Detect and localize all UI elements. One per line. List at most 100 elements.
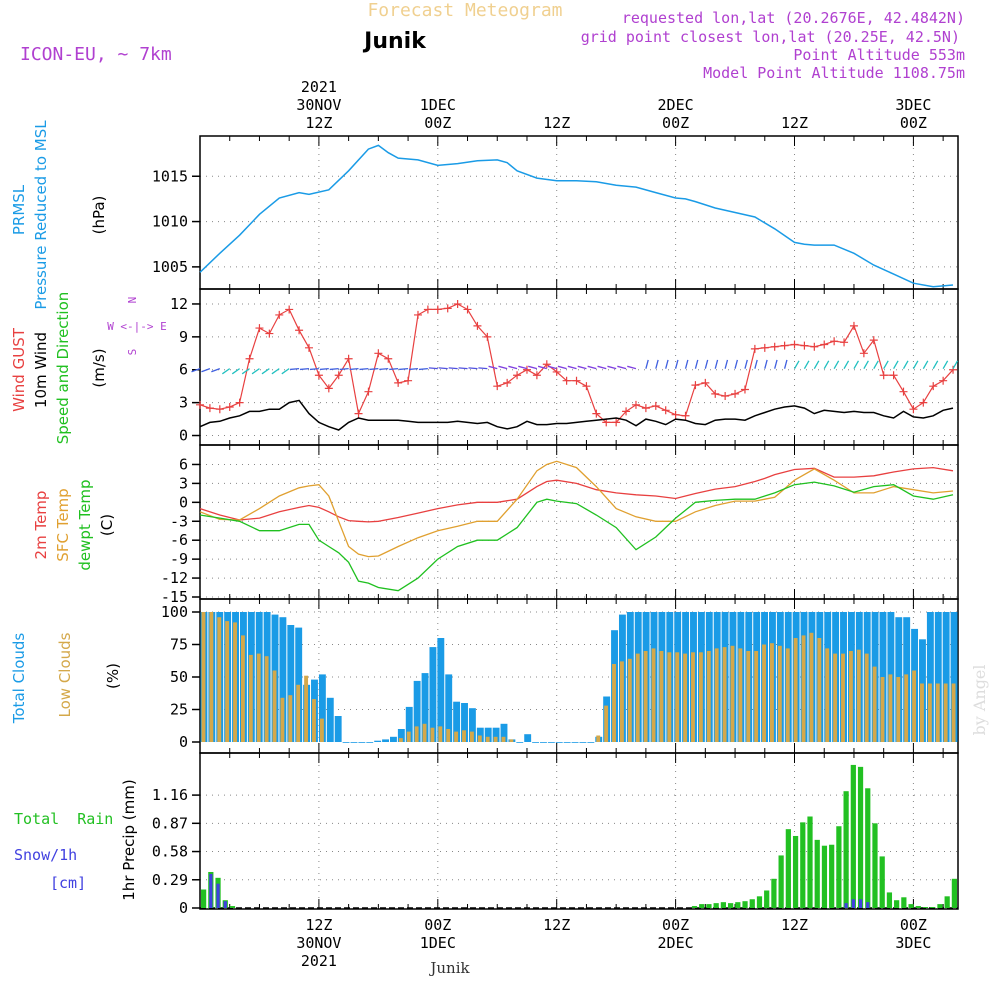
gust-marker <box>701 378 710 387</box>
panel-frame <box>199 135 959 290</box>
rain-bar <box>201 889 207 908</box>
wind-direction-arrow <box>774 359 778 369</box>
low-cloud-bar <box>714 648 719 742</box>
compass-we: W <-|-> E <box>107 320 167 333</box>
y-tick-label: 0 <box>179 427 188 445</box>
total-cloud-bar <box>555 742 563 743</box>
wind-direction-arrow <box>478 367 488 370</box>
wind-direction-arrow <box>783 359 788 369</box>
rain-bar <box>691 906 698 908</box>
gust-marker <box>394 378 403 387</box>
total-cloud-bar <box>524 734 532 742</box>
low-cloud-bar <box>896 677 901 742</box>
low-cloud-bar <box>651 648 656 742</box>
low-cloud-bar <box>288 695 293 742</box>
total-cloud-bar <box>366 742 374 743</box>
bottom-axis-label: 12Z <box>543 916 570 934</box>
y-tick-label: -3 <box>170 512 188 530</box>
rain-bar <box>865 788 871 908</box>
side-labels: PRMSL Pressure Reduced to MSL (hPa) Wind… <box>10 120 167 901</box>
wind-direction-arrow <box>418 367 428 371</box>
top-axis-label: 12Z <box>781 114 808 132</box>
temp-label-1: 2m Temp <box>32 491 50 560</box>
gust-marker <box>285 305 294 314</box>
rain-bar <box>792 835 799 908</box>
total-cloud-bar <box>413 680 421 742</box>
wind-direction-arrow <box>912 360 919 369</box>
gust-marker <box>215 405 224 414</box>
wind-direction-arrow <box>674 359 679 369</box>
low-cloud-bar <box>691 652 695 742</box>
wind-direction-arrow <box>813 360 820 369</box>
gust-marker <box>255 324 264 333</box>
low-cloud-bar <box>248 654 253 742</box>
gust-marker <box>334 371 343 380</box>
gust-marker <box>572 376 581 385</box>
y-tick-label: -6 <box>170 531 188 549</box>
low-cloud-bar <box>833 653 838 742</box>
total-cloud-bar <box>405 706 413 742</box>
snow-bar <box>844 903 848 908</box>
rain-bar <box>742 901 748 908</box>
low-cloud-bar <box>746 651 751 742</box>
wind-direction-arrow <box>655 359 659 369</box>
cloud-panel: 0 25 50 75 100 <box>161 598 959 754</box>
wind-direction-arrow <box>211 368 221 373</box>
wind-direction-arrow <box>339 367 349 371</box>
low-cloud-bar <box>485 736 490 742</box>
low-cloud-bar <box>643 651 648 742</box>
wind-direction-arrow <box>349 367 359 371</box>
total-cloud-bar <box>468 708 476 742</box>
low-cloud-bar <box>312 699 316 742</box>
gust-marker <box>622 407 631 416</box>
low-cloud-bar <box>272 670 277 742</box>
low-cloud-bar <box>635 653 640 742</box>
top-axis-label: 00Z <box>662 114 689 132</box>
wind-direction-arrow <box>438 367 448 370</box>
wind-direction-arrow <box>883 360 889 369</box>
low-cloud-bar <box>675 652 680 742</box>
precip-label-1: Total Rain <box>14 810 113 828</box>
low-cloud-bar <box>430 727 435 742</box>
gust-marker <box>750 344 759 353</box>
closest-coords: grid point closest lon,lat (20.25E, 42.5… <box>581 28 960 46</box>
total-cloud-bar <box>540 742 547 743</box>
top-axis-label: 2021 <box>301 78 337 96</box>
gust-marker <box>889 371 898 380</box>
total-cloud-bar <box>950 612 958 742</box>
model-label: ICON-EU, ~ 7km <box>20 44 172 65</box>
rain-bar <box>908 904 914 908</box>
top-axis-label: 30NOV <box>296 96 341 114</box>
low-cloud-bar <box>738 648 743 742</box>
gust-marker <box>532 371 541 380</box>
gust-marker <box>780 341 789 350</box>
low-cloud-bar <box>304 675 309 742</box>
gust-marker <box>473 321 482 330</box>
rain-bar <box>894 900 900 908</box>
gust-marker <box>820 340 829 349</box>
bottom-axis-label: 3DEC <box>895 934 931 952</box>
low-cloud-bar <box>209 612 214 742</box>
pressure-unit: (hPa) <box>90 196 108 235</box>
gust-marker <box>453 299 462 308</box>
rain-bar <box>951 878 957 908</box>
low-cloud-bar <box>698 652 703 742</box>
top-axis-label: 00Z <box>900 114 927 132</box>
gust-marker <box>899 387 908 396</box>
wind-label-1: Wind GUST <box>10 327 28 412</box>
gust-marker <box>810 342 819 351</box>
wind-direction-arrow <box>893 360 899 369</box>
y-tick-label: -15 <box>161 588 188 606</box>
low-cloud-bar <box>920 683 924 742</box>
compass-s: S <box>126 349 139 356</box>
gust-marker <box>800 341 809 350</box>
total-cloud-bar <box>571 742 579 743</box>
gust-marker <box>384 354 393 363</box>
wind-direction-arrow <box>399 367 409 371</box>
gust-marker <box>770 342 779 351</box>
wind-direction-arrow <box>645 359 649 369</box>
low-cloud-bar <box>454 731 459 742</box>
low-cloud-bar <box>770 643 774 742</box>
wind-direction-arrow <box>448 367 458 370</box>
